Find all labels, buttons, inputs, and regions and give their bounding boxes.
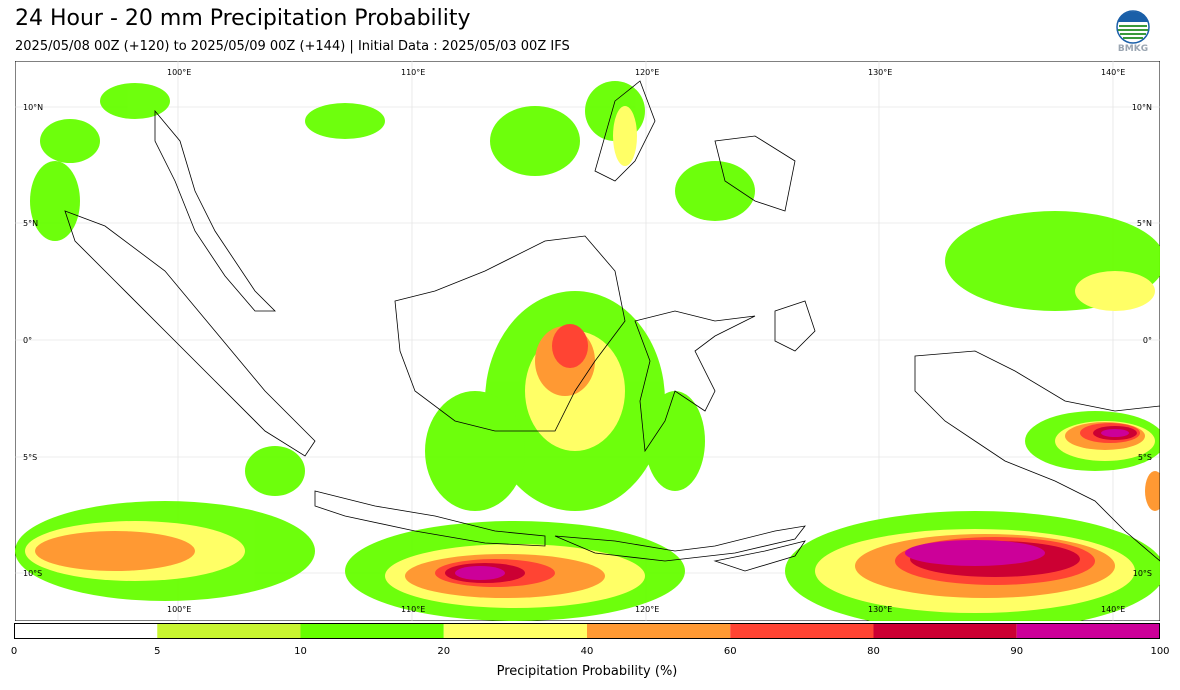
colorbar-segment [14, 623, 158, 639]
probability-field-magenta [455, 429, 1129, 580]
lat-label-left: 10°N [23, 103, 43, 112]
colorbar-segment [443, 623, 587, 639]
colorbar-tick-label: 10 [294, 646, 307, 657]
colorbar-segment [730, 623, 874, 639]
timor-coast [713, 540, 806, 572]
mindanao-coast [714, 135, 796, 212]
java-coast [314, 490, 546, 547]
sulawesi-coast [634, 310, 756, 453]
lat-label-right: 5°S [1138, 453, 1152, 462]
colorbar-tick-label: 5 [154, 646, 161, 657]
chart-subtitle: 2025/05/08 00Z (+120) to 2025/05/09 00Z … [15, 39, 570, 54]
lon-label-top: 130°E [868, 68, 892, 77]
lon-label-top: 120°E [635, 68, 659, 77]
colorbar-tick-label: 60 [723, 646, 737, 657]
lat-label-right: 10°N [1132, 103, 1152, 112]
bmkg-logo [1116, 10, 1150, 44]
lon-label-bottom: 130°E [868, 605, 892, 614]
colorbar-tick-label: 20 [437, 646, 451, 657]
colorbar-segment [157, 623, 301, 639]
lesser-sunda-coast [554, 525, 806, 562]
coastlines [64, 80, 1160, 572]
colorbar [14, 623, 1160, 639]
lon-label-top: 100°E [167, 68, 191, 77]
lon-label-bottom: 140°E [1101, 605, 1125, 614]
lat-label-left: 10°S [23, 569, 42, 578]
lat-label-left: 5°S [23, 453, 37, 462]
precipitation-map: 100°E 110°E 120°E 130°E 140°E 100°E 110°… [15, 61, 1160, 621]
chart-title: 24 Hour - 20 mm Precipitation Probabilit… [15, 6, 471, 31]
lon-label-top: 110°E [401, 68, 425, 77]
colorbar-tick-label: 0 [10, 646, 18, 657]
colorbar-tick-label: 100 [1150, 646, 1170, 657]
colorbar-border [14, 623, 1160, 639]
borneo-coast [394, 235, 626, 432]
new-guinea-coast [914, 350, 1160, 562]
lat-label-right: 5°N [1137, 219, 1152, 228]
colorbar-tick-label: 90 [1010, 646, 1024, 657]
lon-label-top: 140°E [1101, 68, 1125, 77]
colorbar-segment [300, 623, 444, 639]
colorbar-segment [1016, 623, 1160, 639]
lon-label-bottom: 100°E [167, 605, 191, 614]
lon-label-bottom: 110°E [401, 605, 425, 614]
maluku-coast [774, 300, 816, 352]
lat-label-left: 5°N [23, 219, 38, 228]
philippines-coast [594, 80, 656, 182]
sumatra-coast [64, 210, 316, 457]
lat-label-left: 0° [23, 336, 32, 345]
logo-wordmark: BMKG [1117, 44, 1149, 54]
lon-label-bottom: 120°E [635, 605, 659, 614]
colorbar-segment [587, 623, 731, 639]
colorbar-label: Precipitation Probability (%) [496, 664, 678, 679]
colorbar-tick-label: 40 [580, 646, 594, 657]
lat-label-right: 10°S [1133, 569, 1152, 578]
malay-peninsula-coast [154, 109, 276, 312]
lat-label-right: 0° [1143, 336, 1152, 345]
colorbar-segment [873, 623, 1017, 639]
colorbar-tick-label: 80 [867, 646, 880, 657]
